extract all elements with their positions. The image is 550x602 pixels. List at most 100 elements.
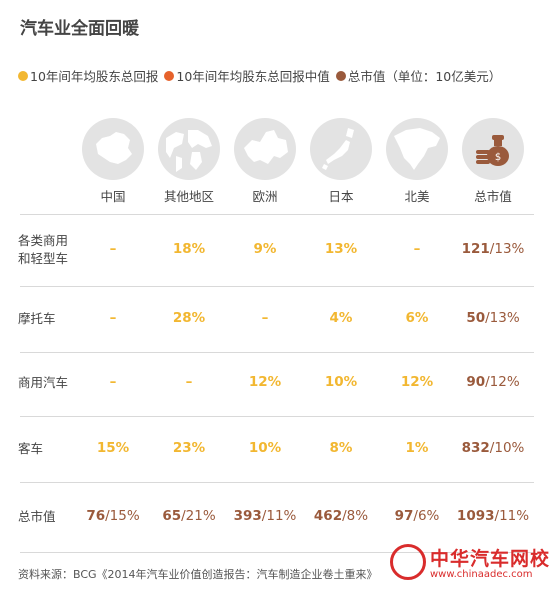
separator: / <box>489 440 495 456</box>
legend-label-market-cap: 总市值（单位：10亿美元） <box>347 69 502 84</box>
data-label: 1% <box>405 440 429 456</box>
data-label: 12% <box>248 374 282 390</box>
legend-item-tsr: 10年间年均股东总回报 <box>12 66 158 85</box>
total-market-cap-label: 393/11% <box>225 508 305 524</box>
total-cap-value: 97 <box>394 508 414 524</box>
data-label: 6% <box>405 310 429 326</box>
row-label-total: 总市值 <box>18 509 56 524</box>
market-cap-value: 90 <box>466 374 486 390</box>
legend-dot-brown <box>335 70 346 81</box>
total-market-cap-label: 76/15% <box>73 508 153 524</box>
total-cap-return: 11% <box>499 508 530 524</box>
divider <box>20 482 534 483</box>
column-header-market-cap: 总市值 <box>474 189 512 204</box>
svg-text:$: $ <box>495 152 501 163</box>
row-label: 摩托车 <box>18 310 88 328</box>
total-cap-return: 15% <box>109 508 140 524</box>
market-cap-label: 90/12% <box>453 374 533 390</box>
row-label-line: 摩托车 <box>18 311 56 326</box>
total-cap-value: 1093 <box>456 508 495 524</box>
market-cap-value: 50 <box>466 310 486 326</box>
legend-dot-yellow <box>18 70 28 81</box>
empty-value-dash: – <box>261 310 269 326</box>
separator: / <box>485 310 490 326</box>
data-label: 9% <box>253 241 277 257</box>
north-america-map-icon <box>386 118 448 180</box>
market-cap-label: 121/13% <box>453 241 533 257</box>
divider <box>20 416 534 417</box>
empty-value-dash: – <box>109 310 117 326</box>
separator: / <box>261 508 267 524</box>
row-label-line: 各类商用 <box>18 233 69 248</box>
data-label: 13% <box>324 241 358 257</box>
divider <box>20 352 534 353</box>
total-cap-value: 76 <box>86 508 106 524</box>
row-label: 各类商用 和轻型车 <box>18 232 88 268</box>
column-header-north-america: 北美 <box>404 189 430 204</box>
legend-label-tsr: 10年间年均股东总回报 <box>30 69 159 84</box>
separator: / <box>181 508 186 524</box>
total-market-cap-label: 97/6% <box>377 508 457 524</box>
empty-value-dash: – <box>109 241 117 257</box>
empty-value-dash: – <box>413 241 421 257</box>
total-market-cap-label: 462/8% <box>301 508 381 524</box>
total-cap-return: 6% <box>417 508 440 524</box>
money-bag-coins-icon: $ <box>462 118 524 180</box>
column-header-china: 中国 <box>100 189 126 204</box>
divider <box>20 214 534 215</box>
china-map-icon <box>82 118 144 180</box>
row-label: 商用汽车 <box>18 374 88 392</box>
separator: / <box>485 374 490 390</box>
source-note: 资料来源：BCG《2014年汽车业价值创造报告：汽车制造企业卷土重来》 <box>18 568 378 581</box>
data-label: 12% <box>400 374 434 390</box>
separator: / <box>413 508 418 524</box>
market-cap-return: 10% <box>494 440 525 456</box>
row-label-line: 和轻型车 <box>18 251 69 266</box>
world-globe-icon <box>158 118 220 180</box>
column-header-other: 其他地区 <box>163 189 214 204</box>
legend: 10年间年均股东总回报 10年间年均股东总回报中值 总市值（单位：10亿美元） <box>12 66 501 85</box>
market-cap-return: 13% <box>494 241 525 257</box>
divider <box>20 552 534 553</box>
separator: / <box>494 508 500 524</box>
total-cap-return: 11% <box>266 508 297 524</box>
legend-label-tsr-median: 10年间年均股东总回报中值 <box>176 69 330 84</box>
data-label: 4% <box>329 310 353 326</box>
data-label: 15% <box>96 440 130 456</box>
data-label: 18% <box>172 241 206 257</box>
data-label: 10% <box>324 374 358 390</box>
data-label: 8% <box>329 440 353 456</box>
data-label: 23% <box>172 440 206 456</box>
total-cap-return: 21% <box>185 508 216 524</box>
chart-title: 汽车业全面回暖 <box>20 19 139 39</box>
total-cap-value: 65 <box>162 508 182 524</box>
data-label: 10% <box>248 440 282 456</box>
market-cap-value: 832 <box>461 440 490 456</box>
europe-map-icon <box>234 118 296 180</box>
watermark: 中华汽车网校 www.chinaadec.com <box>390 544 549 584</box>
row-label: 客车 <box>18 440 88 458</box>
total-cap-return: 8% <box>346 508 369 524</box>
watermark-text: 中华汽车网校 <box>430 548 550 570</box>
total-cap-value: 393 <box>233 508 262 524</box>
watermark-logo-icon <box>390 544 426 580</box>
watermark-url: www.chinaadec.com <box>430 569 533 580</box>
data-label: 28% <box>172 310 206 326</box>
column-header-japan: 日本 <box>328 189 354 204</box>
total-cap-value: 462 <box>313 508 343 524</box>
total-market-cap-label: 1093/11% <box>453 508 533 524</box>
market-cap-label: 50/13% <box>453 310 533 326</box>
divider <box>20 286 534 287</box>
empty-value-dash: – <box>109 374 117 390</box>
legend-item-market-cap: 总市值（单位：10亿美元） <box>330 66 501 85</box>
legend-dot-orange <box>164 70 175 81</box>
legend-item-tsr-median: 10年间年均股东总回报中值 <box>158 66 330 85</box>
japan-map-icon <box>310 118 372 180</box>
market-cap-label: 832/10% <box>453 440 533 456</box>
row-label-line: 商用汽车 <box>18 375 69 390</box>
market-cap-return: 13% <box>489 310 520 326</box>
separator: / <box>105 508 110 524</box>
separator: / <box>489 241 495 257</box>
market-cap-return: 12% <box>489 374 520 390</box>
market-cap-value: 121 <box>461 241 490 257</box>
